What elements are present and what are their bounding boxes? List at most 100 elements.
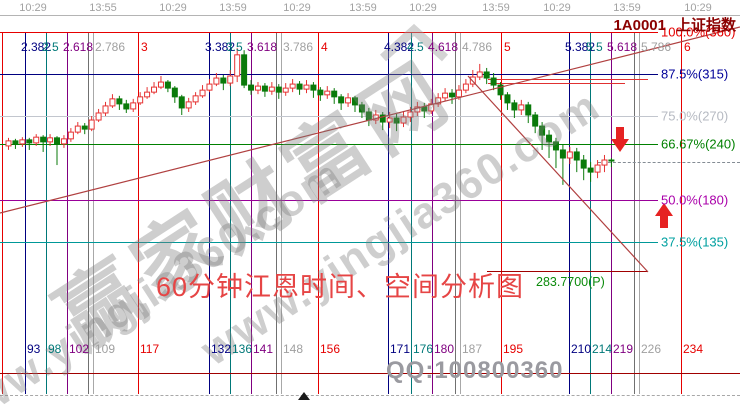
gann-price-label: 2.5 [42,40,59,54]
candle-body-down [26,139,33,144]
gann-price-label: 4.382 [384,40,415,54]
candle-body-down [539,125,546,136]
candle-body-down [338,96,345,104]
gann-time-line [681,32,682,394]
candle-body-down [379,114,386,123]
gann-price-label: 3.786 [283,40,314,54]
qq-contact-label: QQ:100800360 [386,357,564,384]
candle-body-up [60,138,67,145]
candle-body-up [144,91,151,98]
gann-price-label: 4 [321,40,328,54]
gann-time-line [138,32,139,394]
time-axis-label: 13:59 [349,2,377,14]
candle-body-up [345,97,352,104]
candle-body-up [74,125,81,133]
up-arrow-marker [655,203,673,228]
candle-body-down [296,83,303,90]
candle-body-up [400,116,407,124]
bar-count-label: 136 [232,342,253,356]
candle-body-up [566,151,573,159]
bar-count-label: 176 [413,342,434,356]
candle-body-up [95,112,102,121]
gann-level-line [0,116,658,117]
overlay-line [0,373,740,374]
pivot-price-label: 283.7700(P) [536,275,605,289]
candle-body-up [428,103,435,112]
candle-body-up [234,54,241,77]
gann-time-line [411,32,412,394]
gann-level-line [0,242,658,243]
time-axis-label: 13:59 [219,2,247,14]
candle-body-up [192,95,199,103]
candle-body-up [435,97,442,105]
candle-body-up [206,83,213,91]
candle-body-up [213,77,220,85]
candle-body-up [289,83,296,89]
gann-price-label: 4.618 [428,40,459,54]
candle-body-up [386,117,393,123]
gann-price-label: 3.618 [247,40,278,54]
bar-count-label: 234 [683,342,704,356]
header-separator [0,15,740,16]
candle-body-down [116,98,123,105]
candle-body-down [352,97,358,106]
candle-body-down [393,117,400,124]
gann-level-label: 66.67%(240) [661,136,736,152]
candle-body-up [67,131,74,140]
bar-count-label: 226 [641,342,662,356]
index-title: 1A0001 上证指数 [613,14,736,35]
gann-time-line [455,32,456,394]
candle-body-down [559,149,566,159]
gann-time-line-secondary [639,32,640,394]
candle-body-down [164,81,171,89]
candle-body-up [455,89,462,98]
candle-body-down [358,104,365,113]
candle-body-down [573,151,580,161]
candle-body-down [552,141,559,151]
overlay-line [598,162,740,163]
gann-time-line [2,32,3,394]
candle-body-down [483,71,490,79]
candle-body-up [227,75,234,84]
gann-time-line [67,32,68,394]
gann-price-label: 2.382 [21,40,52,54]
gann-time-line [25,32,26,394]
candle-body-up [130,102,137,110]
candle-body-up [476,71,483,78]
gann-price-label: 3.5 [226,40,243,54]
candle-body-down [317,89,324,96]
gann-level-label: 37.5%(135) [661,234,729,250]
bar-count-label: 195 [503,342,524,356]
time-axis-label: 13:59 [482,2,510,14]
gann-level-line [0,200,658,201]
bar-count-label: 141 [253,342,274,356]
bar-count-label: 171 [390,342,411,356]
candle-body-down [331,90,338,98]
candle-body-up [442,92,449,99]
gann-price-label: 2.786 [95,40,126,54]
overlay-line [487,271,648,272]
bar-count-label: 156 [320,342,341,356]
gann-price-label: 5.618 [607,40,638,54]
gann-time-line [501,32,502,394]
candle-body-up [594,164,601,173]
candle-body-down [580,159,587,169]
bar-count-label: 210 [571,342,592,356]
candle-body-down [587,167,594,173]
candle-body-up [47,137,54,143]
candle-body-down [123,103,130,110]
gann-price-label: 4.5 [407,40,424,54]
gann-time-line [46,32,47,394]
gann-time-line-secondary [281,32,282,394]
time-axis-label: 10:29 [159,2,187,14]
bar-count-label: 180 [434,342,455,356]
gann-time-line [251,32,252,394]
gann-price-label: 5 [504,40,511,54]
gann-time-line [590,32,591,394]
candle-body-up [102,105,109,114]
gann-level-line [0,74,658,75]
overlay-line [488,83,625,84]
candle-body-down [310,84,317,91]
watermark-chevron [379,23,449,62]
